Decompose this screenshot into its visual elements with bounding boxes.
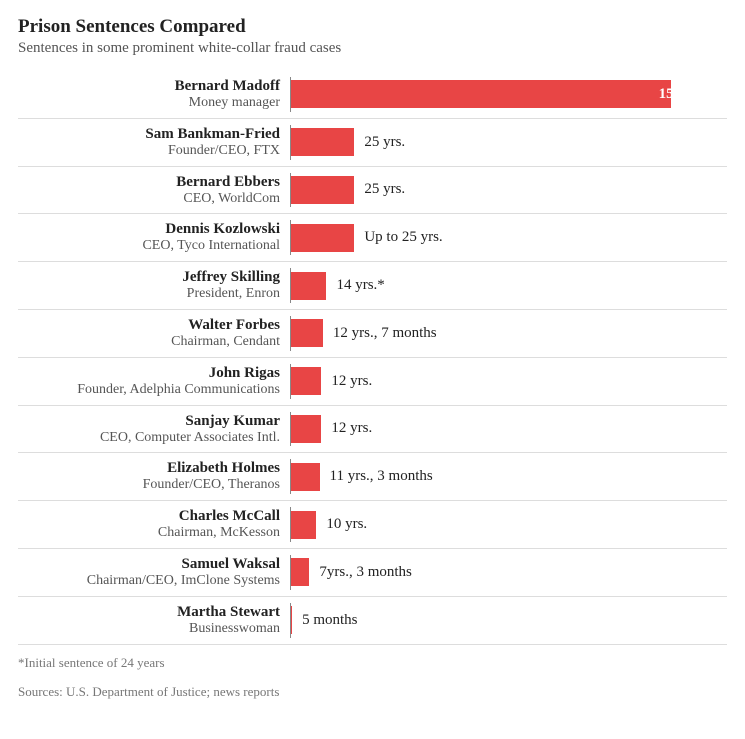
bar [291, 128, 354, 156]
value-label: 25 yrs. [364, 181, 405, 198]
person-role: Founder/CEO, Theranos [18, 477, 280, 494]
bar-col: 12 yrs. [290, 364, 727, 399]
value-label: 7yrs., 3 months [319, 564, 412, 581]
label-col: Walter ForbesChairman, Cendant [18, 316, 290, 351]
person-role: Chairman, McKesson [18, 525, 280, 542]
bar-row: John RigasFounder, Adelphia Communicatio… [18, 358, 727, 406]
person-role: Founder, Adelphia Communications [18, 382, 280, 399]
label-col: Bernard MadoffMoney manager [18, 77, 290, 112]
bar-col: 14 yrs.* [290, 268, 727, 303]
bar-row: Jeffrey SkillingPresident, Enron 14 yrs.* [18, 262, 727, 310]
value-label: 150 years [659, 86, 719, 103]
bar [291, 558, 309, 586]
bar-row: Martha StewartBusinesswoman 5 months [18, 597, 727, 645]
person-role: Money manager [18, 95, 280, 112]
person-role: CEO, Tyco International [18, 238, 280, 255]
value-label: 12 yrs. [331, 420, 372, 437]
bar-chart: Bernard MadoffMoney manager 150 years Sam … [18, 71, 727, 645]
bar-row: Walter ForbesChairman, Cendant 12 yrs., 7… [18, 310, 727, 358]
person-role: Businesswoman [18, 621, 280, 638]
label-col: Sam Bankman-FriedFounder/CEO, FTX [18, 125, 290, 160]
bar-col: 12 yrs. [290, 412, 727, 447]
person-role: CEO, WorldCom [18, 191, 280, 208]
person-name: Bernard Ebbers [18, 173, 280, 191]
person-name: Sam Bankman-Fried [18, 125, 280, 143]
bar [291, 224, 354, 252]
bar [291, 176, 354, 204]
bar-col: 25 yrs. [290, 125, 727, 160]
label-col: Samuel WaksalChairman/CEO, ImClone Syste… [18, 555, 290, 590]
value-label: 25 yrs. [364, 134, 405, 151]
person-name: Jeffrey Skilling [18, 268, 280, 286]
value-label: 10 yrs. [326, 516, 367, 533]
person-name: Samuel Waksal [18, 555, 280, 573]
bar-col: Up to 25 yrs. [290, 220, 727, 255]
label-col: Sanjay KumarCEO, Computer Associates Int… [18, 412, 290, 447]
bar [291, 319, 323, 347]
bar [291, 511, 316, 539]
bar-col: 150 years [290, 77, 727, 112]
bar [291, 80, 671, 108]
value-label: 14 yrs.* [336, 277, 384, 294]
person-name: Elizabeth Holmes [18, 459, 280, 477]
person-name: Bernard Madoff [18, 77, 280, 95]
label-col: Dennis KozlowskiCEO, Tyco International [18, 220, 290, 255]
bar-col: 12 yrs., 7 months [290, 316, 727, 351]
chart-subtitle: Sentences in some prominent white-collar… [18, 40, 727, 57]
person-name: Walter Forbes [18, 316, 280, 334]
bar [291, 272, 326, 300]
bar-row: Bernard MadoffMoney manager 150 years [18, 71, 727, 119]
person-name: Charles McCall [18, 507, 280, 525]
bar-row: Bernard EbbersCEO, WorldCom 25 yrs. [18, 167, 727, 215]
label-col: Bernard EbbersCEO, WorldCom [18, 173, 290, 208]
label-col: Elizabeth HolmesFounder/CEO, Theranos [18, 459, 290, 494]
value-label: 11 yrs., 3 months [330, 468, 433, 485]
bar-row: Samuel WaksalChairman/CEO, ImClone Syste… [18, 549, 727, 597]
person-name: Sanjay Kumar [18, 412, 280, 430]
value-label: 5 months [302, 612, 357, 629]
label-col: Martha StewartBusinesswoman [18, 603, 290, 638]
person-name: Dennis Kozlowski [18, 220, 280, 238]
chart-footnote: *Initial sentence of 24 years [18, 655, 727, 671]
person-role: President, Enron [18, 286, 280, 303]
chart-sources: Sources: U.S. Department of Justice; new… [18, 684, 727, 700]
person-role: Chairman/CEO, ImClone Systems [18, 573, 280, 590]
label-col: Charles McCallChairman, McKesson [18, 507, 290, 542]
person-role: CEO, Computer Associates Intl. [18, 430, 280, 447]
bar [291, 415, 321, 443]
bar-row: Sam Bankman-FriedFounder/CEO, FTX 25 yrs. [18, 119, 727, 167]
label-col: John RigasFounder, Adelphia Communicatio… [18, 364, 290, 399]
bar-row: Dennis KozlowskiCEO, Tyco International U… [18, 214, 727, 262]
chart-title: Prison Sentences Compared [18, 16, 727, 38]
bar [291, 367, 321, 395]
bar-col: 5 months [290, 603, 727, 638]
person-role: Chairman, Cendant [18, 334, 280, 351]
label-col: Jeffrey SkillingPresident, Enron [18, 268, 290, 303]
person-name: John Rigas [18, 364, 280, 382]
bar-row: Sanjay KumarCEO, Computer Associates Int… [18, 406, 727, 454]
bar [291, 463, 320, 491]
bar-col: 7yrs., 3 months [290, 555, 727, 590]
bar-col: 25 yrs. [290, 173, 727, 208]
bar-row: Elizabeth HolmesFounder/CEO, Theranos 11 … [18, 453, 727, 501]
value-label: 12 yrs., 7 months [333, 325, 437, 342]
bar-col: 11 yrs., 3 months [290, 459, 727, 494]
bar [291, 606, 292, 634]
person-name: Martha Stewart [18, 603, 280, 621]
person-role: Founder/CEO, FTX [18, 143, 280, 160]
bar-col: 10 yrs. [290, 507, 727, 542]
value-label: Up to 25 yrs. [364, 229, 442, 246]
value-label: 12 yrs. [331, 373, 372, 390]
bar-row: Charles McCallChairman, McKesson 10 yrs. [18, 501, 727, 549]
